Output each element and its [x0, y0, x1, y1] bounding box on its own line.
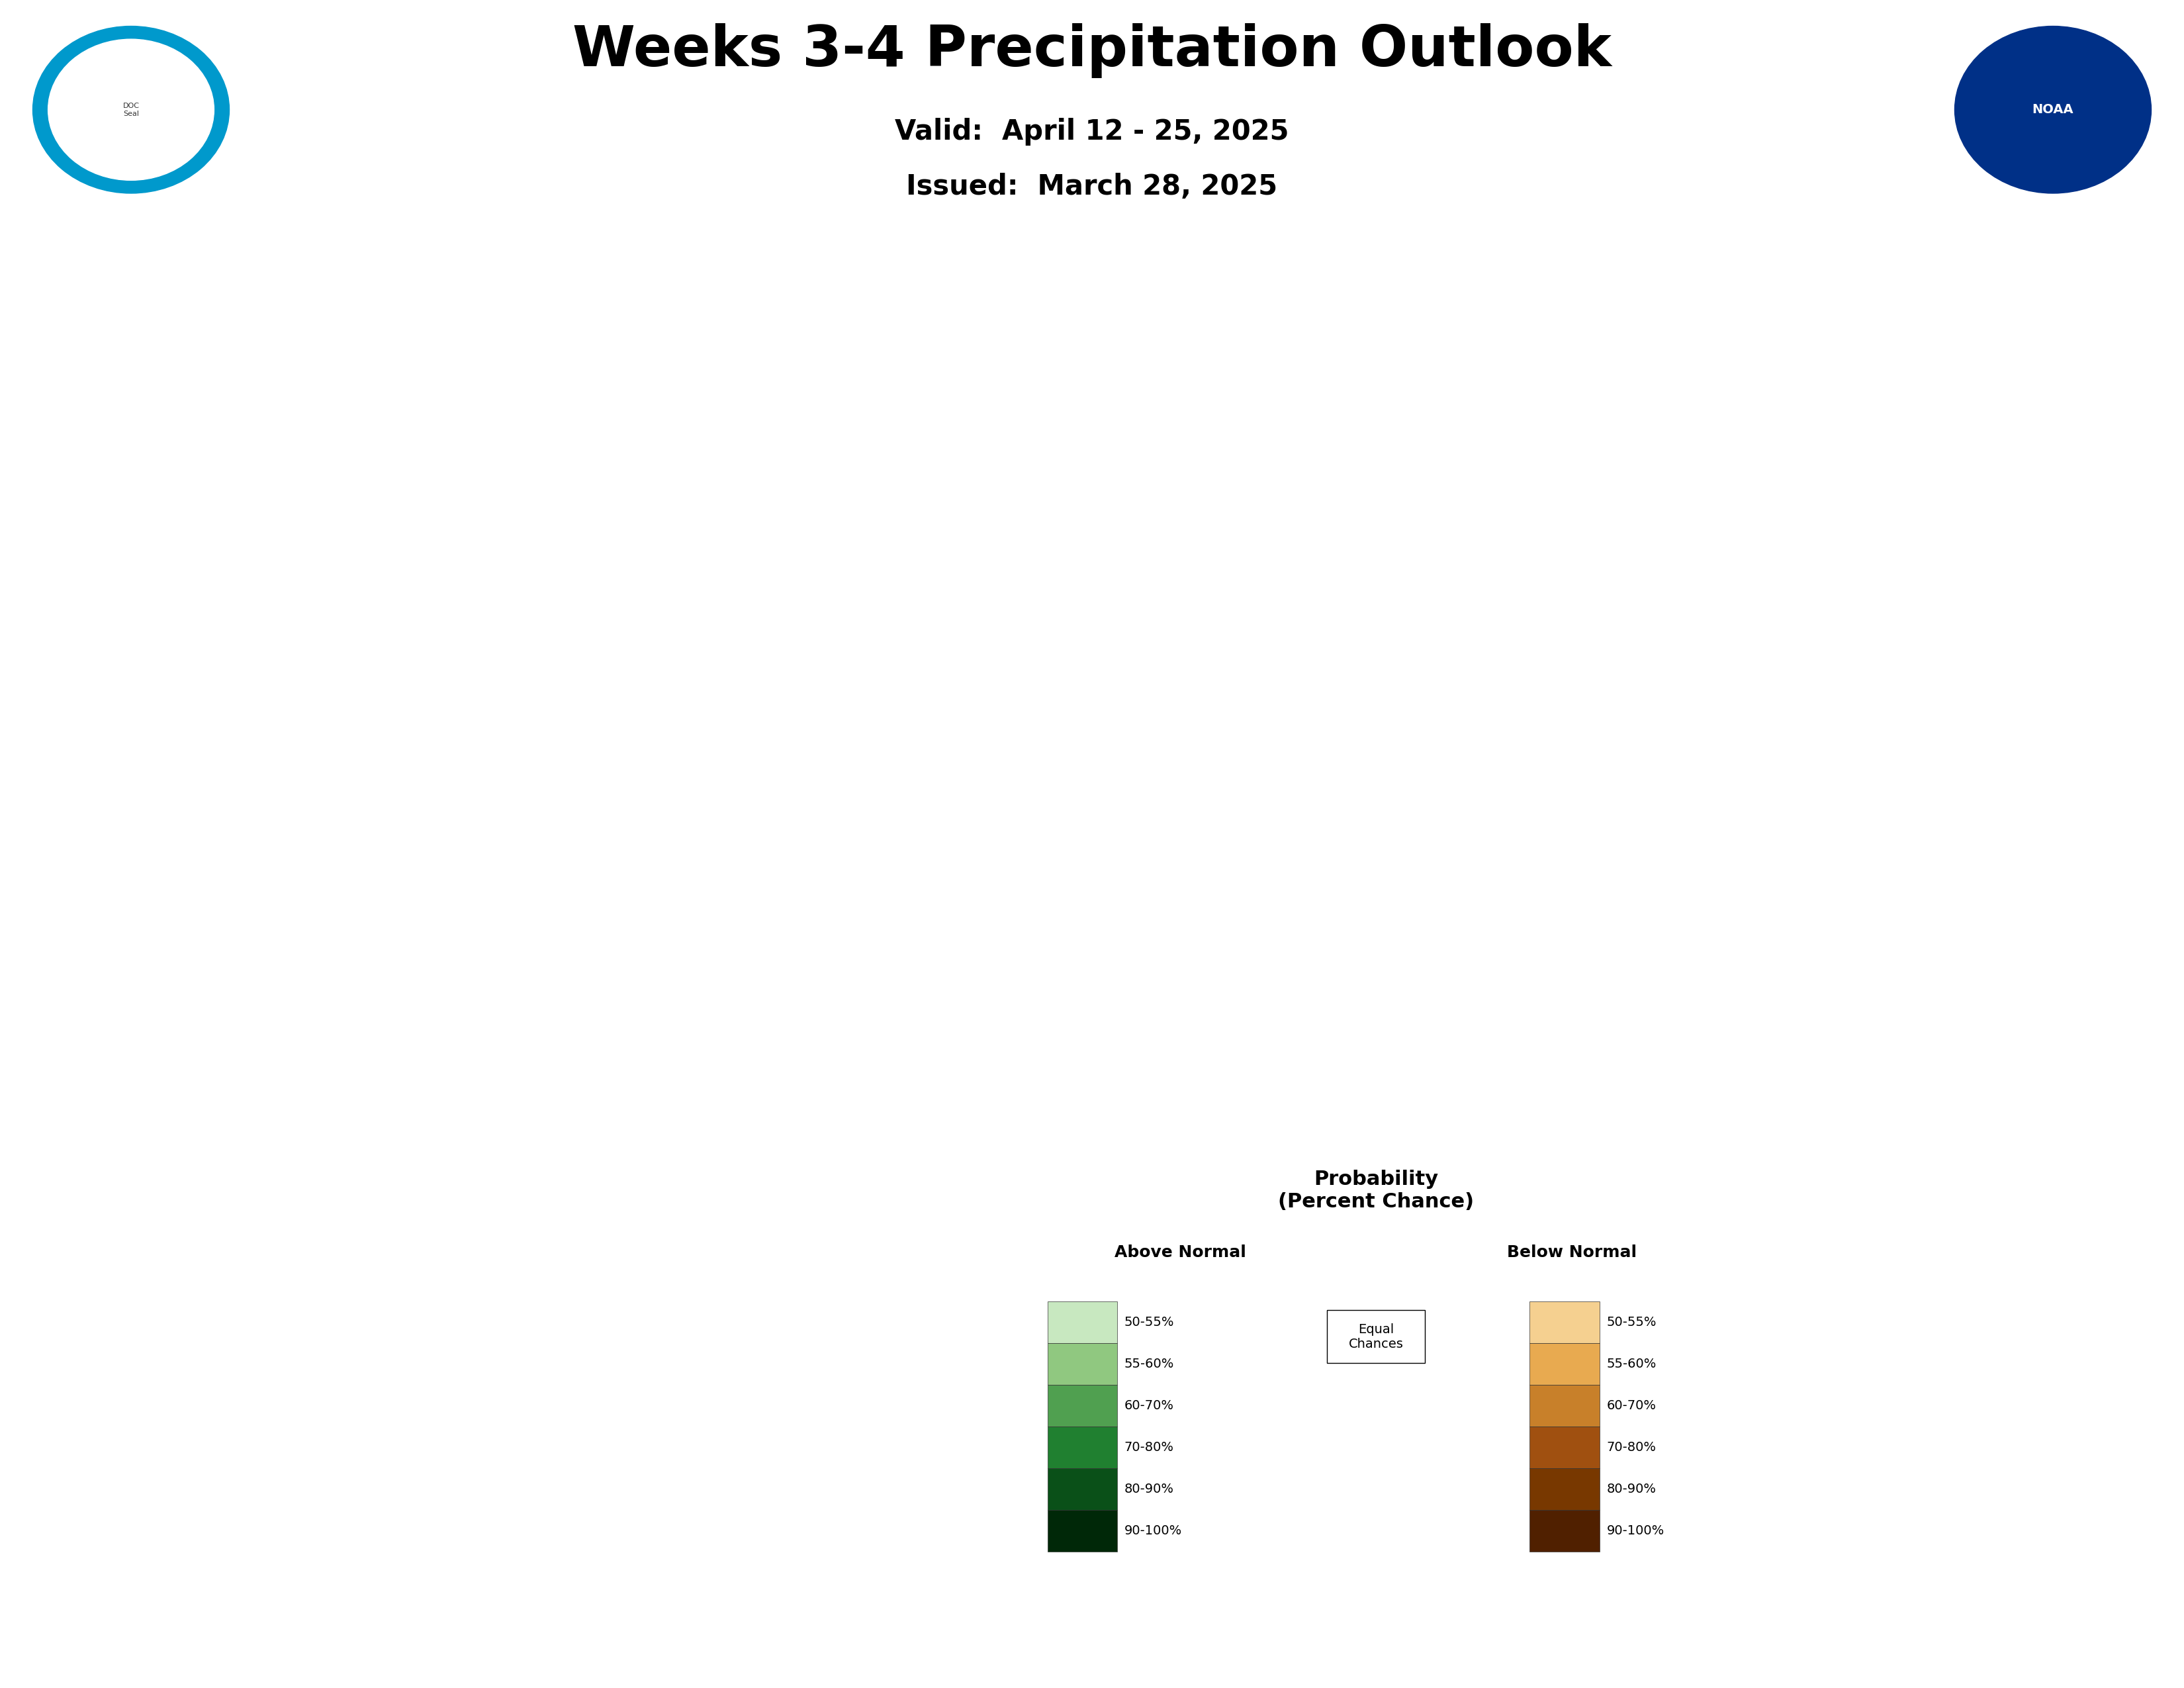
Text: Valid:  April 12 - 25, 2025: Valid: April 12 - 25, 2025 [895, 118, 1289, 145]
FancyBboxPatch shape [1048, 1301, 1118, 1344]
FancyBboxPatch shape [1529, 1509, 1599, 1551]
Text: Equal
Chances: Equal Chances [1348, 1323, 1404, 1350]
Text: DOC
Seal: DOC Seal [122, 103, 140, 116]
Text: 70-80%: 70-80% [1607, 1442, 1655, 1453]
FancyBboxPatch shape [1529, 1384, 1599, 1426]
FancyBboxPatch shape [1529, 1301, 1599, 1344]
FancyBboxPatch shape [1529, 1344, 1599, 1384]
FancyBboxPatch shape [1328, 1310, 1424, 1362]
FancyBboxPatch shape [1048, 1384, 1118, 1426]
FancyBboxPatch shape [1048, 1344, 1118, 1384]
Circle shape [33, 27, 229, 194]
Text: 90-100%: 90-100% [1607, 1524, 1664, 1538]
Text: 55-60%: 55-60% [1607, 1357, 1655, 1371]
Text: 50-55%: 50-55% [1607, 1317, 1655, 1328]
Text: Weeks 3-4 Precipitation Outlook: Weeks 3-4 Precipitation Outlook [572, 24, 1612, 78]
Text: 80-90%: 80-90% [1607, 1482, 1655, 1496]
Text: 60-70%: 60-70% [1125, 1399, 1175, 1411]
Text: 60-70%: 60-70% [1607, 1399, 1655, 1411]
Text: 90-100%: 90-100% [1125, 1524, 1182, 1538]
FancyBboxPatch shape [1529, 1469, 1599, 1511]
FancyBboxPatch shape [1529, 1426, 1599, 1469]
Circle shape [1955, 27, 2151, 194]
Text: 70-80%: 70-80% [1125, 1442, 1175, 1453]
Text: Probability
(Percent Chance): Probability (Percent Chance) [1278, 1170, 1474, 1212]
Text: Above Normal: Above Normal [1114, 1244, 1247, 1261]
Text: Issued:  March 28, 2025: Issued: March 28, 2025 [906, 172, 1278, 201]
FancyBboxPatch shape [1048, 1426, 1118, 1469]
Text: Below Normal: Below Normal [1507, 1244, 1636, 1261]
Text: 80-90%: 80-90% [1125, 1482, 1175, 1496]
Text: 50-55%: 50-55% [1125, 1317, 1175, 1328]
FancyBboxPatch shape [1048, 1469, 1118, 1511]
Text: NOAA: NOAA [2033, 103, 2073, 116]
Circle shape [48, 39, 214, 181]
FancyBboxPatch shape [1048, 1509, 1118, 1551]
Text: 55-60%: 55-60% [1125, 1357, 1175, 1371]
